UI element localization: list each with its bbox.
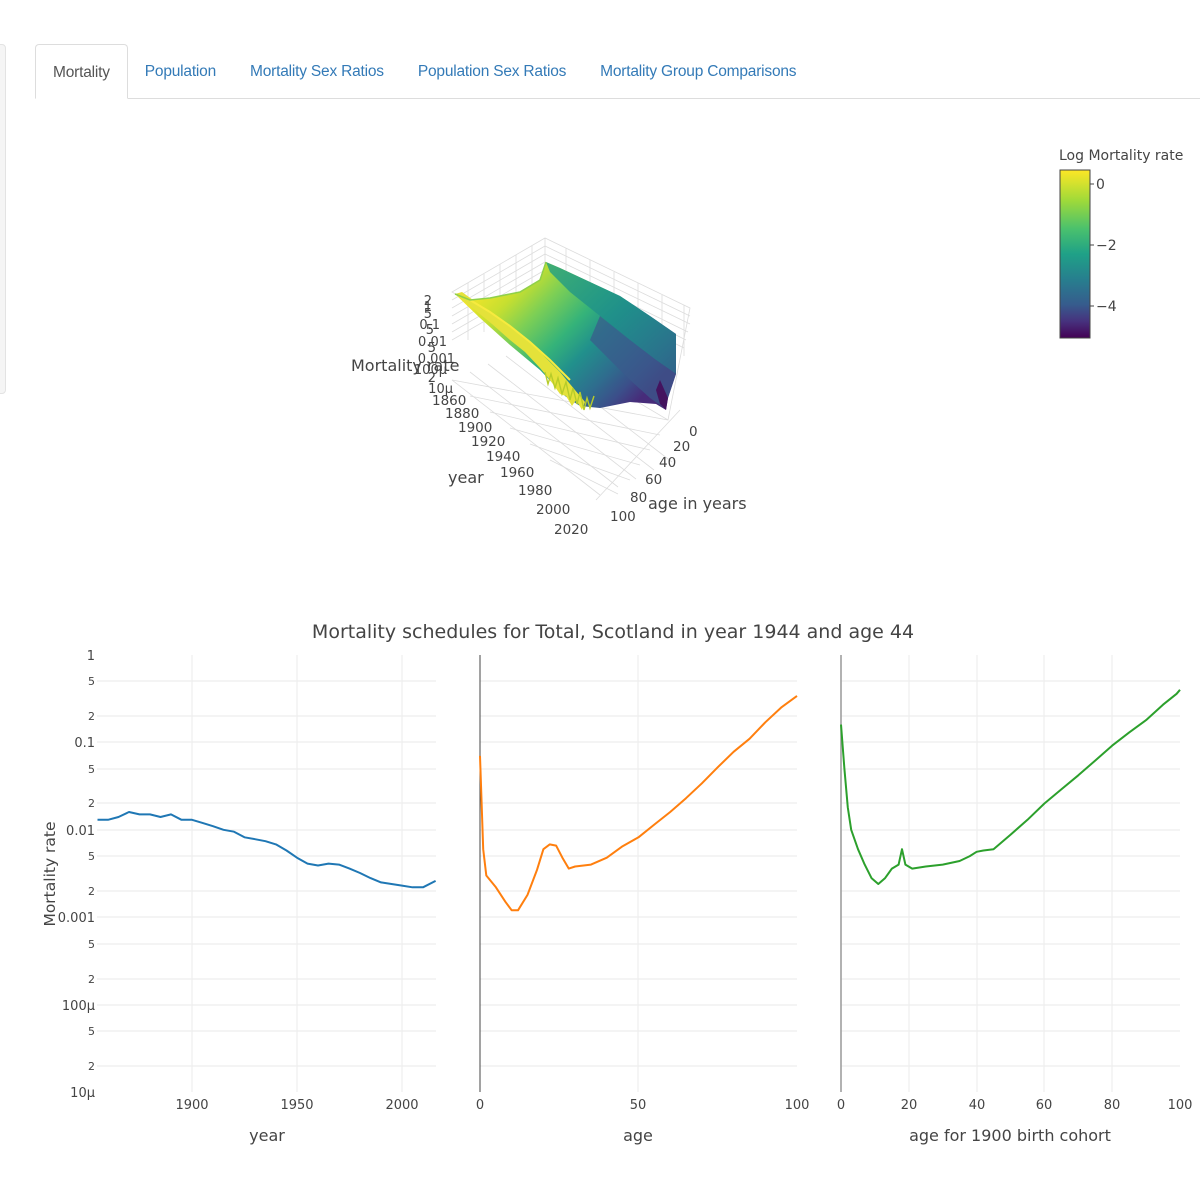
svg-text:1900: 1900 [458, 420, 492, 436]
svg-text:60: 60 [645, 472, 662, 488]
svg-text:5: 5 [88, 1025, 95, 1038]
svg-text:0: 0 [689, 424, 698, 440]
svg-text:5: 5 [88, 850, 95, 863]
svg-text:20: 20 [673, 439, 690, 455]
svg-text:0.01: 0.01 [418, 335, 447, 350]
svg-text:0: 0 [476, 1098, 484, 1113]
svg-text:60: 60 [1036, 1098, 1053, 1113]
svg-text:1980: 1980 [518, 483, 552, 499]
svg-text:1: 1 [424, 300, 432, 315]
svg-text:80: 80 [1104, 1098, 1121, 1113]
svg-text:5: 5 [88, 675, 95, 688]
svg-text:100: 100 [785, 1098, 810, 1113]
svg-text:100µ: 100µ [414, 363, 447, 378]
x-axis-title-cohort: age for 1900 birth cohort [909, 1126, 1111, 1145]
svg-text:0.001: 0.001 [58, 911, 95, 926]
svg-text:2: 2 [424, 294, 432, 309]
y-axis-title: Mortality rate [41, 821, 59, 926]
svg-text:50: 50 [630, 1098, 647, 1113]
svg-text:5: 5 [426, 323, 434, 338]
svg-text:5: 5 [428, 341, 436, 356]
svg-text:80: 80 [630, 490, 647, 506]
svg-text:5: 5 [88, 763, 95, 776]
svg-text:40: 40 [969, 1098, 986, 1113]
age-axis-title: age in years [648, 494, 747, 513]
svg-text:1940: 1940 [486, 449, 520, 465]
z-axis-ticks: 2 1 5 0.1 5 0.01 5 0.001 100µ 2 10µ [414, 294, 455, 397]
chart-title: Mortality schedules for Total, Scotland … [312, 621, 914, 643]
svg-text:2020: 2020 [554, 522, 588, 538]
svg-text:0.001: 0.001 [418, 352, 455, 367]
svg-text:2: 2 [88, 710, 95, 723]
tab-population-sex-ratios[interactable]: Population Sex Ratios [417, 63, 567, 80]
x-axis-ticks-cohort: 0 20 40 60 80 100 [837, 1098, 1193, 1113]
svg-text:5: 5 [424, 307, 432, 322]
tab-mortality-group-comparisons[interactable]: Mortality Group Comparisons [600, 63, 797, 80]
tab-mortality[interactable]: Mortality [35, 44, 128, 99]
svg-text:2: 2 [88, 1060, 95, 1073]
svg-text:2: 2 [88, 885, 95, 898]
x-axis-ticks-year: 1900 1950 2000 [175, 1098, 418, 1113]
svg-text:1920: 1920 [471, 434, 505, 450]
svg-text:100µ: 100µ [62, 999, 95, 1014]
svg-text:2: 2 [88, 797, 95, 810]
mortality-schedules-chart[interactable]: Mortality schedules for Total, Scotland … [0, 600, 1200, 1200]
z-axis-title: Mortality rate [351, 356, 459, 375]
svg-text:0.1: 0.1 [74, 736, 95, 751]
svg-text:100: 100 [610, 509, 636, 525]
svg-text:2: 2 [428, 371, 436, 386]
x-axis-title-age: age [623, 1126, 653, 1145]
svg-text:0: 0 [1096, 177, 1105, 193]
cohort-series-line [840, 689, 1181, 885]
svg-text:100: 100 [1168, 1098, 1193, 1113]
tab-population[interactable]: Population [144, 63, 217, 80]
x-axis-title-year: year [249, 1126, 285, 1145]
svg-text:−4: −4 [1096, 299, 1117, 315]
svg-text:2000: 2000 [536, 502, 570, 518]
svg-text:0: 0 [837, 1098, 845, 1113]
svg-text:2000: 2000 [385, 1098, 418, 1113]
year-axis-ticks: 1860 1880 1900 1920 1940 1960 1980 2000 … [432, 393, 588, 538]
svg-text:20: 20 [901, 1098, 918, 1113]
y-axis-ticks: 1 5 2 0.1 5 2 0.01 5 2 0.001 5 2 100µ 5 … [58, 649, 95, 1101]
tab-bar: Mortality Population Mortality Sex Ratio… [35, 44, 1200, 99]
svg-text:0.1: 0.1 [419, 318, 440, 333]
mortality-surface [454, 261, 676, 411]
sidebar-panel [0, 44, 6, 394]
x-axis-ticks-age: 0 50 100 [476, 1098, 810, 1113]
colorbar-title: Log Mortality rate [1059, 148, 1183, 164]
age-series-line [479, 695, 798, 912]
svg-text:1: 1 [87, 649, 95, 664]
svg-text:10µ: 10µ [70, 1086, 95, 1101]
age-axis-ticks: 0 20 40 60 80 100 [610, 424, 698, 525]
svg-text:1860: 1860 [432, 393, 466, 409]
svg-text:1880: 1880 [445, 406, 479, 422]
x-gridlines [191, 655, 1113, 1092]
svg-text:5: 5 [88, 938, 95, 951]
colorbar: Log Mortality rate 0 −2 −4 [1059, 148, 1183, 339]
svg-text:2: 2 [88, 973, 95, 986]
svg-text:1950: 1950 [280, 1098, 313, 1113]
svg-text:10µ: 10µ [428, 382, 453, 397]
mortality-surface-3d-plot[interactable]: 2 1 5 0.1 5 0.01 5 0.001 100µ 2 10µ Mort… [0, 110, 1200, 550]
year-axis-title: year [448, 468, 484, 487]
svg-text:1900: 1900 [175, 1098, 208, 1113]
svg-text:−2: −2 [1096, 238, 1117, 254]
tab-mortality-sex-ratios[interactable]: Mortality Sex Ratios [250, 63, 384, 80]
svg-text:1960: 1960 [500, 465, 534, 481]
svg-text:40: 40 [659, 455, 676, 471]
year-series-line [97, 811, 437, 889]
svg-text:0.01: 0.01 [66, 824, 95, 839]
